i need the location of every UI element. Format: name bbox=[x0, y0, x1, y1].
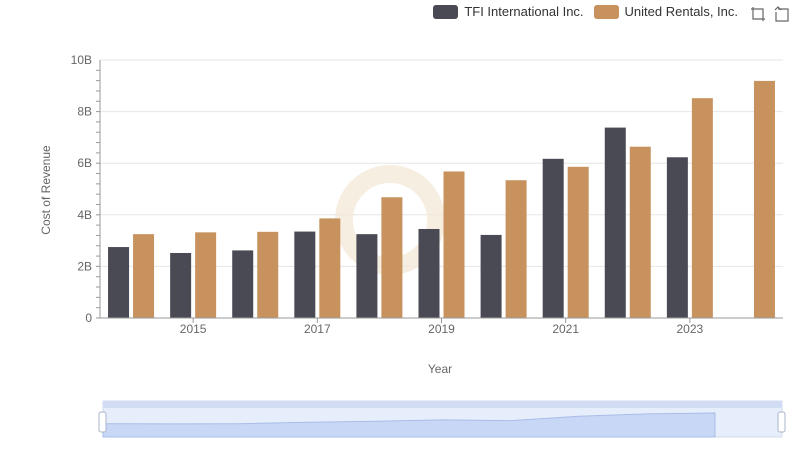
bar-tfi-2021[interactable] bbox=[542, 158, 564, 318]
x-tick-label: 2017 bbox=[304, 322, 331, 336]
slider-preview-area bbox=[102, 412, 716, 438]
bar-united-rentals-2022[interactable] bbox=[629, 146, 651, 318]
bar-tfi-2014[interactable] bbox=[108, 247, 130, 318]
y-tick-label: 10B bbox=[71, 53, 92, 67]
slider-handle-right[interactable] bbox=[777, 411, 786, 433]
bar-united-rentals-2016[interactable] bbox=[257, 231, 279, 318]
bar-tfi-2017[interactable] bbox=[294, 231, 316, 318]
legend-label-united-rentals: United Rentals, Inc. bbox=[624, 4, 738, 19]
bar-united-rentals-2020[interactable] bbox=[505, 180, 527, 318]
chart-toolbar bbox=[750, 6, 790, 22]
legend-item-united-rentals[interactable]: United Rentals, Inc. bbox=[593, 4, 738, 19]
y-tick-label: 6B bbox=[77, 156, 92, 170]
x-tick-label: 2021 bbox=[552, 322, 579, 336]
bars[interactable] bbox=[108, 80, 775, 319]
bar-united-rentals-2018[interactable] bbox=[381, 197, 403, 318]
bar-united-rentals-2024[interactable] bbox=[753, 80, 775, 318]
x-axis-title: Year bbox=[427, 362, 453, 376]
bar-united-rentals-2023[interactable] bbox=[691, 98, 713, 319]
legend-label-tfi: TFI International Inc. bbox=[464, 4, 584, 19]
x-tick-label: 2023 bbox=[677, 322, 704, 336]
slider-selection[interactable] bbox=[103, 401, 782, 408]
legend-item-tfi[interactable]: TFI International Inc. bbox=[433, 4, 584, 19]
y-tick-label: 4B bbox=[77, 208, 92, 222]
slider-handle-left[interactable] bbox=[98, 411, 107, 433]
bar-tfi-2015[interactable] bbox=[170, 252, 192, 318]
bar-tfi-2018[interactable] bbox=[356, 234, 378, 318]
bar-tfi-2020[interactable] bbox=[480, 234, 502, 318]
legend: TFI International Inc. United Rentals, I… bbox=[433, 4, 738, 19]
bar-united-rentals-2021[interactable] bbox=[567, 166, 589, 318]
axes: 0 2B 4B 6B 8B 10B 2015 2017 2019 2021 2023 bbox=[71, 53, 783, 336]
restore-icon[interactable] bbox=[774, 6, 790, 22]
bar-tfi-2022[interactable] bbox=[604, 127, 626, 318]
legend-swatch-tfi bbox=[433, 4, 459, 19]
bar-tfi-2023[interactable] bbox=[666, 157, 688, 318]
y-tick-label: 2B bbox=[77, 259, 92, 273]
data-zoom-slider[interactable] bbox=[98, 400, 786, 438]
y-axis-title: Cost of Revenue bbox=[39, 145, 53, 235]
bar-united-rentals-2014[interactable] bbox=[133, 234, 155, 318]
bar-tfi-2019[interactable] bbox=[418, 228, 440, 318]
y-tick-label: 0 bbox=[85, 311, 92, 325]
bar-tfi-2016[interactable] bbox=[232, 250, 254, 318]
x-tick-label: 2019 bbox=[428, 322, 455, 336]
legend-swatch-united-rentals bbox=[593, 4, 619, 19]
y-tick-label: 8B bbox=[77, 105, 92, 119]
bar-united-rentals-2017[interactable] bbox=[319, 218, 341, 318]
zoom-select-icon[interactable] bbox=[750, 6, 766, 22]
bar-united-rentals-2019[interactable] bbox=[443, 171, 465, 318]
x-tick-label: 2015 bbox=[180, 322, 207, 336]
bar-united-rentals-2015[interactable] bbox=[195, 232, 217, 318]
